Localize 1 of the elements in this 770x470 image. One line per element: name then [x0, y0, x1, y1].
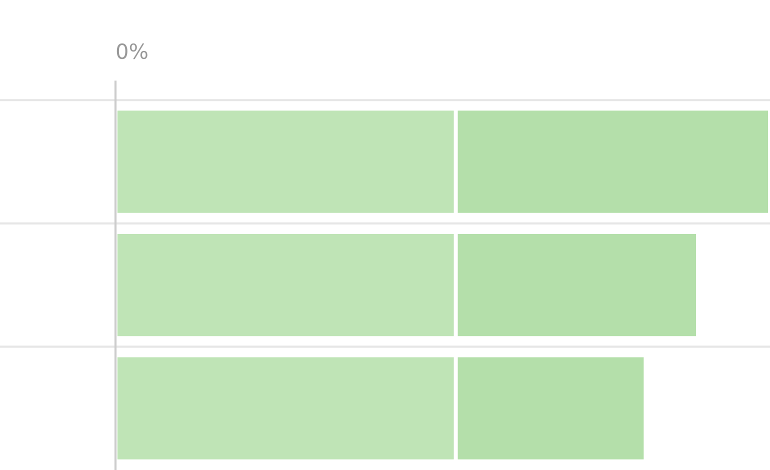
text: 0%: [116, 43, 148, 60]
